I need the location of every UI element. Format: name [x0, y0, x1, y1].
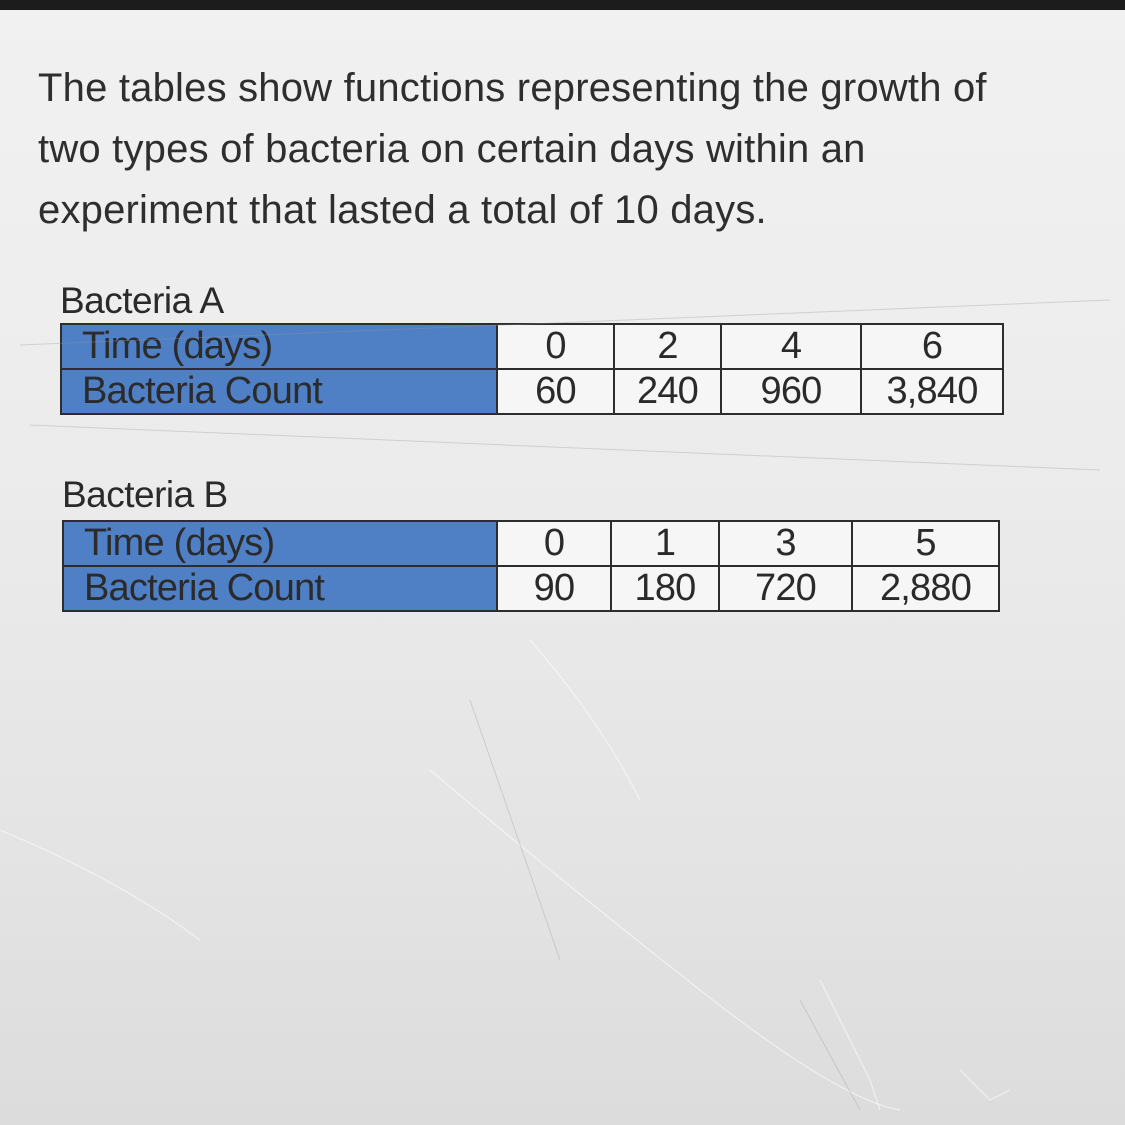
row-header-count: Bacteria Count — [62, 565, 498, 612]
table-cell: 3,840 — [860, 368, 1004, 415]
question-line-3: experiment that lasted a total of 10 day… — [38, 188, 767, 232]
table-cell: 60 — [496, 368, 615, 415]
row-header-count: Bacteria Count — [60, 368, 498, 415]
table-cell: 90 — [496, 565, 612, 612]
table-cell: 4 — [720, 323, 862, 370]
row-header-time: Time (days) — [60, 323, 498, 370]
row-header-time: Time (days) — [62, 520, 498, 567]
table-cell: 0 — [496, 520, 612, 567]
table-cell: 2,880 — [851, 565, 1000, 612]
table-cell: 240 — [613, 368, 722, 415]
table-cell: 6 — [860, 323, 1004, 370]
table-row: Bacteria Count 60 240 960 3,840 — [60, 368, 1004, 415]
table-cell: 5 — [851, 520, 1000, 567]
table-a-caption: Bacteria A — [60, 280, 224, 321]
table-cell: 3 — [718, 520, 853, 567]
table-row: Bacteria Count 90 180 720 2,880 — [62, 565, 1000, 612]
device-bezel — [0, 0, 1125, 10]
table-cell: 720 — [718, 565, 853, 612]
table-row: Time (days) 0 1 3 5 — [62, 520, 1000, 567]
table-cell: 180 — [610, 565, 720, 612]
question-line-2: two types of bacteria on certain days wi… — [38, 127, 866, 171]
table-cell: 2 — [613, 323, 722, 370]
bacteria-a-table: Time (days) 0 2 4 6 Bacteria Count 60 24… — [60, 323, 1004, 415]
table-b-caption: Bacteria B — [62, 474, 228, 515]
question-line-1: The tables show functions representing t… — [38, 66, 987, 110]
table-cell: 960 — [720, 368, 862, 415]
table-row: Time (days) 0 2 4 6 — [60, 323, 1004, 370]
table-cell: 0 — [496, 323, 615, 370]
bacteria-b-table: Time (days) 0 1 3 5 Bacteria Count 90 18… — [62, 520, 1000, 612]
table-cell: 1 — [610, 520, 720, 567]
question-text: The tables show functions representing t… — [38, 58, 1098, 241]
